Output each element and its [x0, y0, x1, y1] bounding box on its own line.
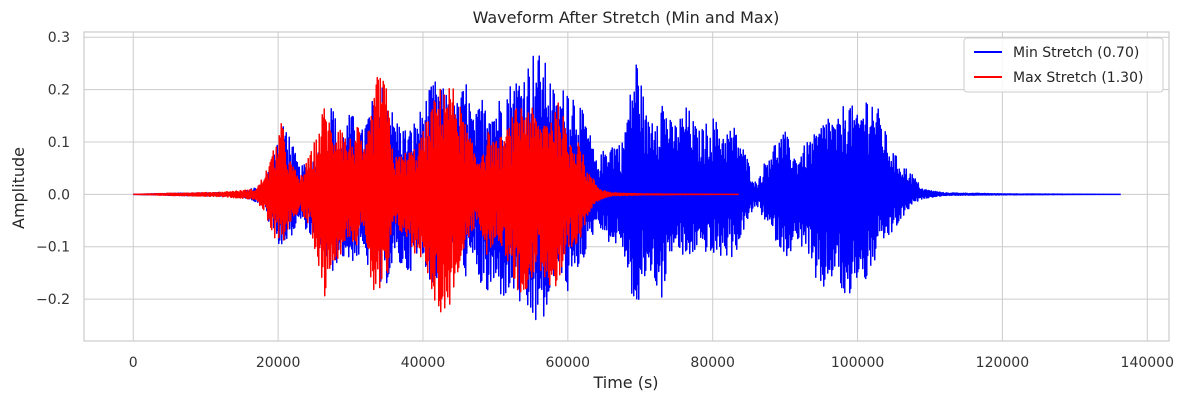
legend-label-max-stretch: Max Stretch (1.30) — [1013, 70, 1143, 86]
legend: Min Stretch (0.70) Max Stretch (1.30) — [963, 37, 1164, 93]
y-tick-label: 0.2 — [48, 83, 70, 99]
x-tick-label: 120000 — [976, 355, 1029, 371]
series-layer — [133, 55, 1121, 321]
x-tick-label: 0 — [129, 355, 138, 371]
y-tick-label: −0.1 — [36, 240, 70, 256]
x-tick-label: 20000 — [256, 355, 301, 371]
legend-box — [963, 37, 1164, 93]
x-tick-label: 80000 — [690, 355, 735, 371]
y-tick-label: 0.0 — [48, 187, 70, 203]
x-axis-label: Time (s) — [592, 373, 658, 392]
y-axis-label: Amplitude — [9, 147, 28, 229]
x-tick-label: 100000 — [831, 355, 884, 371]
tick-labels: 0 20000 40000 60000 80000 100000 120000 140000 −… — [36, 30, 1174, 371]
y-tick-label: 0.3 — [48, 30, 70, 46]
x-tick-label: 60000 — [546, 355, 591, 371]
plot-frame — [83, 31, 1170, 342]
chart-title: Waveform After Stretch (Min and Max) — [473, 8, 780, 27]
y-tick-label: 0.1 — [48, 135, 70, 151]
x-tick-label: 140000 — [1121, 355, 1174, 371]
y-tick-label: −0.2 — [36, 292, 70, 308]
series-line-max-stretch — [133, 76, 739, 313]
legend-label-min-stretch: Min Stretch (0.70) — [1013, 45, 1139, 61]
x-tick-label: 40000 — [401, 355, 446, 371]
